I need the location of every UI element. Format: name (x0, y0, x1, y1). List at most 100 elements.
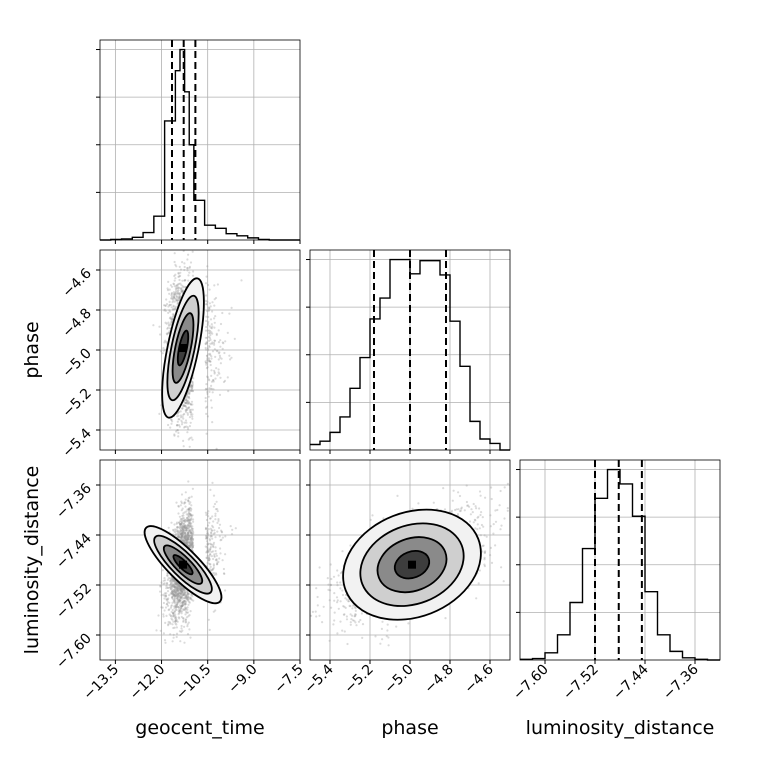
sample-point (162, 579, 165, 582)
sample-point (209, 360, 212, 363)
sample-point (167, 280, 170, 283)
sample-point (186, 395, 189, 398)
sample-point (209, 517, 212, 520)
sample-point (204, 406, 208, 409)
sample-point (177, 289, 180, 292)
sample-point (184, 419, 188, 422)
sample-point (168, 323, 171, 326)
sample-point (174, 277, 177, 280)
sample-point (175, 265, 178, 268)
sample-point (208, 539, 212, 542)
sample-point (208, 344, 211, 348)
sample-point (162, 615, 165, 618)
sample-point (208, 339, 211, 342)
sample-point (218, 526, 221, 530)
sample-point (188, 513, 191, 516)
sample-point (475, 507, 478, 510)
sample-point (207, 283, 210, 287)
sample-point (172, 633, 175, 636)
sample-point (187, 401, 190, 404)
sample-point (211, 301, 214, 304)
sample-point (178, 292, 182, 295)
scatter-panel-phase-luminosity_distance (306, 459, 511, 664)
sample-point (211, 481, 214, 484)
sample-point (207, 315, 210, 319)
sample-point (188, 393, 191, 396)
sample-point (163, 609, 166, 612)
sample-point (176, 292, 179, 295)
sample-point (212, 545, 215, 549)
sample-point (206, 300, 209, 303)
sample-point (222, 342, 225, 345)
sample-point (214, 514, 217, 518)
sample-point (162, 347, 165, 350)
sample-point (216, 283, 219, 286)
sample-point (212, 568, 215, 571)
sample-point (188, 628, 191, 631)
sample-point (183, 279, 186, 282)
sample-point (207, 360, 210, 363)
sample-point (212, 380, 215, 383)
sample-point (162, 632, 165, 635)
sample-point (184, 404, 187, 408)
sample-point (218, 354, 221, 357)
sample-point (178, 296, 182, 300)
sample-point (205, 315, 208, 318)
sample-point (165, 614, 168, 618)
sample-point (217, 352, 220, 355)
sample-point (173, 274, 176, 278)
sample-point (175, 284, 178, 287)
sample-point (173, 589, 176, 592)
sample-point (181, 289, 184, 292)
sample-point (187, 395, 190, 398)
histogram-step-geocent_time (100, 48, 300, 241)
sample-point (167, 311, 170, 314)
sample-point (186, 633, 190, 636)
sample-point (204, 336, 207, 339)
sample-point (213, 339, 216, 342)
sample-point (176, 299, 179, 302)
sample-point (169, 633, 172, 636)
sample-point (172, 307, 175, 311)
sample-point (208, 329, 211, 332)
sample-point (170, 521, 173, 524)
sample-point (175, 532, 178, 535)
sample-point (176, 283, 180, 286)
sample-point (160, 581, 163, 584)
sample-point (177, 271, 180, 275)
sample-point (186, 412, 189, 415)
sample-point (214, 549, 217, 553)
sample-point (182, 514, 185, 517)
sample-point (176, 424, 179, 427)
sample-point (219, 339, 222, 342)
sample-point (176, 299, 179, 302)
sample-point (187, 428, 190, 431)
sample-point (205, 518, 208, 522)
sample-point (205, 359, 209, 362)
sample-point (183, 501, 186, 504)
sample-point (183, 265, 186, 269)
sample-point (204, 388, 207, 391)
sample-point (181, 407, 184, 410)
sample-point (184, 402, 187, 405)
sample-point (218, 523, 222, 526)
sample-point (177, 587, 180, 590)
sample-point (175, 295, 178, 298)
sample-point (184, 505, 187, 508)
sample-point (213, 321, 216, 324)
sample-point (213, 502, 217, 506)
sample-point (180, 493, 184, 496)
sample-point (212, 564, 215, 567)
sample-point (211, 332, 214, 335)
sample-point (186, 266, 189, 270)
sample-point (182, 445, 185, 448)
sample-point (166, 590, 170, 593)
sample-point (185, 421, 188, 424)
sample-point (210, 331, 213, 334)
sample-point (205, 336, 208, 339)
sample-point (188, 601, 191, 604)
sample-point (181, 261, 184, 264)
sample-point (192, 270, 195, 273)
sample-point (207, 534, 210, 537)
sample-point (205, 341, 208, 345)
